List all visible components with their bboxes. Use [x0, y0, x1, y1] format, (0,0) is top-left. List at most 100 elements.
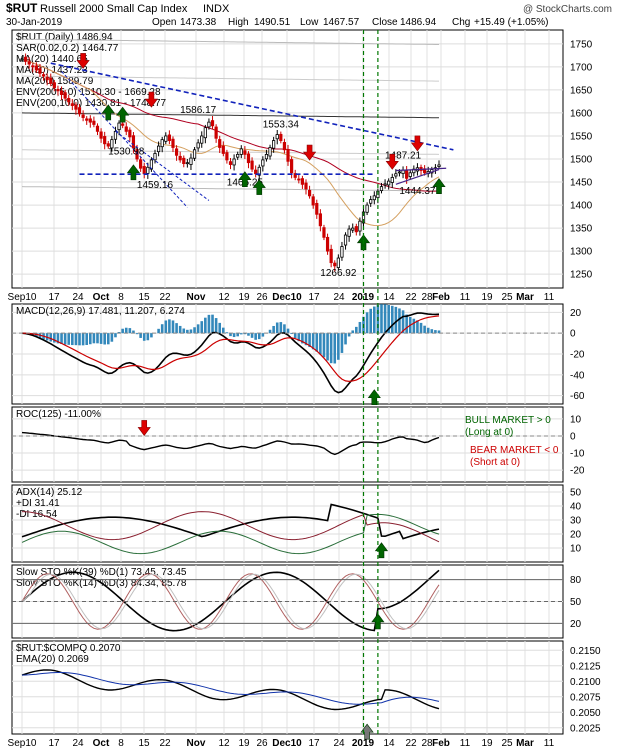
- macd-histogram-bar: [430, 329, 434, 334]
- candle-body: [174, 148, 179, 156]
- x-tick-label-top: Sep10: [8, 292, 37, 303]
- price-legend-entry: ENV(200,10.0) 1430.81 - 1748.77: [16, 98, 167, 109]
- candle-body: [142, 166, 146, 175]
- macd-histogram-bar: [369, 308, 372, 334]
- x-tick-label-bottom: 17: [48, 738, 60, 749]
- candle-body: [121, 123, 125, 126]
- macd-histogram-bar: [164, 320, 168, 334]
- candle-body: [106, 143, 110, 147]
- low-label: Low: [300, 17, 319, 28]
- macd-histogram-bar: [358, 321, 362, 334]
- sto39-line: [21, 569, 440, 632]
- bull-market-note: (Long at 0): [465, 427, 513, 438]
- candle-body: [139, 159, 143, 169]
- macd-histogram-bar: [142, 333, 146, 341]
- price-ytick-label: 1300: [570, 247, 593, 258]
- x-tick-label-top: 24: [72, 292, 84, 303]
- candle-body: [85, 118, 89, 121]
- x-tick-label-top: 24: [333, 292, 345, 303]
- adx-ytick-label: 10: [570, 544, 582, 555]
- macd-histogram-bar: [168, 319, 171, 334]
- adx-ytick-label: 50: [570, 488, 582, 499]
- candle-body: [146, 166, 150, 174]
- candle-body: [351, 227, 355, 231]
- adx-ytick-label: 40: [570, 502, 582, 513]
- price-ytick-label: 1350: [570, 224, 593, 235]
- macd-legend-entry: MACD(12,26,9) 17.481, 11.207, 6.274: [16, 306, 185, 317]
- adx-ytick-label: 30: [570, 516, 582, 527]
- candle-body: [203, 127, 207, 139]
- macd-histogram-bar: [293, 333, 297, 339]
- env10-lower-line: [21, 186, 440, 192]
- candle-body: [74, 104, 78, 110]
- signal-up-arrow: [101, 104, 115, 121]
- candle-body: [322, 227, 326, 238]
- x-tick-label-bottom: 28: [421, 738, 433, 749]
- candle-body: [34, 65, 38, 71]
- signal-up-arrow: [374, 542, 389, 559]
- date: 30-Jan-2019: [6, 17, 63, 28]
- ratio-ytick-label: 0.2050: [570, 708, 601, 719]
- signal-up-arrow: [116, 106, 130, 123]
- macd-histogram-bar: [437, 330, 441, 334]
- x-tick-label-bottom: 8: [118, 738, 124, 749]
- macd-histogram-bar: [157, 328, 160, 334]
- roc-ytick-label: 10: [570, 414, 582, 425]
- macd-histogram-bar: [121, 328, 124, 334]
- panel-price: 1250 1300 1350 1400 1450 1500 1550 1600 1650 1700…: [11, 29, 593, 289]
- chart-drawings: 1586.171553.341530.981459.161465.251487.…: [12, 30, 563, 740]
- price-legend-entry: $RUT (Daily) 1486.94: [16, 32, 113, 43]
- macd-histogram-bar: [401, 310, 405, 334]
- macd-histogram-bar: [196, 324, 200, 334]
- macd-histogram-bar: [178, 325, 182, 334]
- candle-body: [95, 125, 100, 132]
- price-annotation: 1586.17: [180, 105, 217, 116]
- x-tick-label-bottom: Mar: [516, 738, 534, 749]
- candle-body: [311, 196, 315, 206]
- x-tick-label-bottom: 19: [481, 738, 493, 749]
- sto-ytick-label: 20: [570, 619, 582, 630]
- candle-body: [207, 121, 211, 128]
- x-tick-label-top: 26: [256, 292, 268, 303]
- price-ytick-label: 1450: [570, 178, 593, 189]
- candle-body: [243, 150, 247, 155]
- macd-histogram-bar: [315, 333, 319, 352]
- price-annotation: 1266.92: [320, 268, 357, 279]
- signal-up-arrow: [367, 389, 381, 406]
- x-tick-label-bottom: 17: [308, 738, 320, 749]
- open-label: Open: [152, 17, 176, 28]
- candle-body: [297, 178, 301, 181]
- bear-market-note: (Short at 0): [470, 457, 520, 468]
- macd-histogram-bar: [218, 322, 222, 334]
- signal-down-arrow: [144, 91, 159, 108]
- macd-histogram-bar: [186, 329, 189, 334]
- macd-histogram-bar: [301, 333, 304, 344]
- macd-histogram-bar: [207, 314, 211, 334]
- macd-line: [21, 312, 440, 394]
- macd-histogram-bar: [106, 333, 110, 345]
- price-legend-entry: ENV(200,5.0) 1510.30 - 1669.28: [16, 87, 161, 98]
- close-value: 1486.94: [400, 17, 437, 28]
- candle-body: [394, 173, 398, 177]
- candle-body: [336, 257, 340, 269]
- candle-body: [92, 120, 96, 125]
- macd-histogram-bar: [257, 333, 261, 340]
- macd-ytick-label: 0: [570, 329, 576, 340]
- candle-body: [390, 177, 394, 183]
- macd-ytick-label: -60: [570, 391, 585, 402]
- bear-market-label: BEAR MARKET < 0: [470, 445, 559, 456]
- minus-di-line: [21, 511, 440, 543]
- open-value: 1473.38: [180, 17, 217, 28]
- macd-ytick-label: 20: [570, 308, 582, 319]
- macd-histogram-bar: [286, 328, 290, 334]
- macd-histogram-bar: [365, 312, 369, 334]
- ratio-ytick-label: 0.2150: [570, 646, 601, 657]
- macd-histogram-bar: [283, 324, 286, 334]
- macd-histogram-bar: [380, 304, 383, 334]
- x-tick-label-top: 22: [159, 292, 171, 303]
- x-tick-label-top: 28: [421, 292, 433, 303]
- signal-up-arrow: [238, 171, 252, 188]
- candle-body: [354, 226, 358, 233]
- price-ytick-label: 1750: [570, 39, 593, 50]
- x-tick-label-top: 22: [405, 292, 417, 303]
